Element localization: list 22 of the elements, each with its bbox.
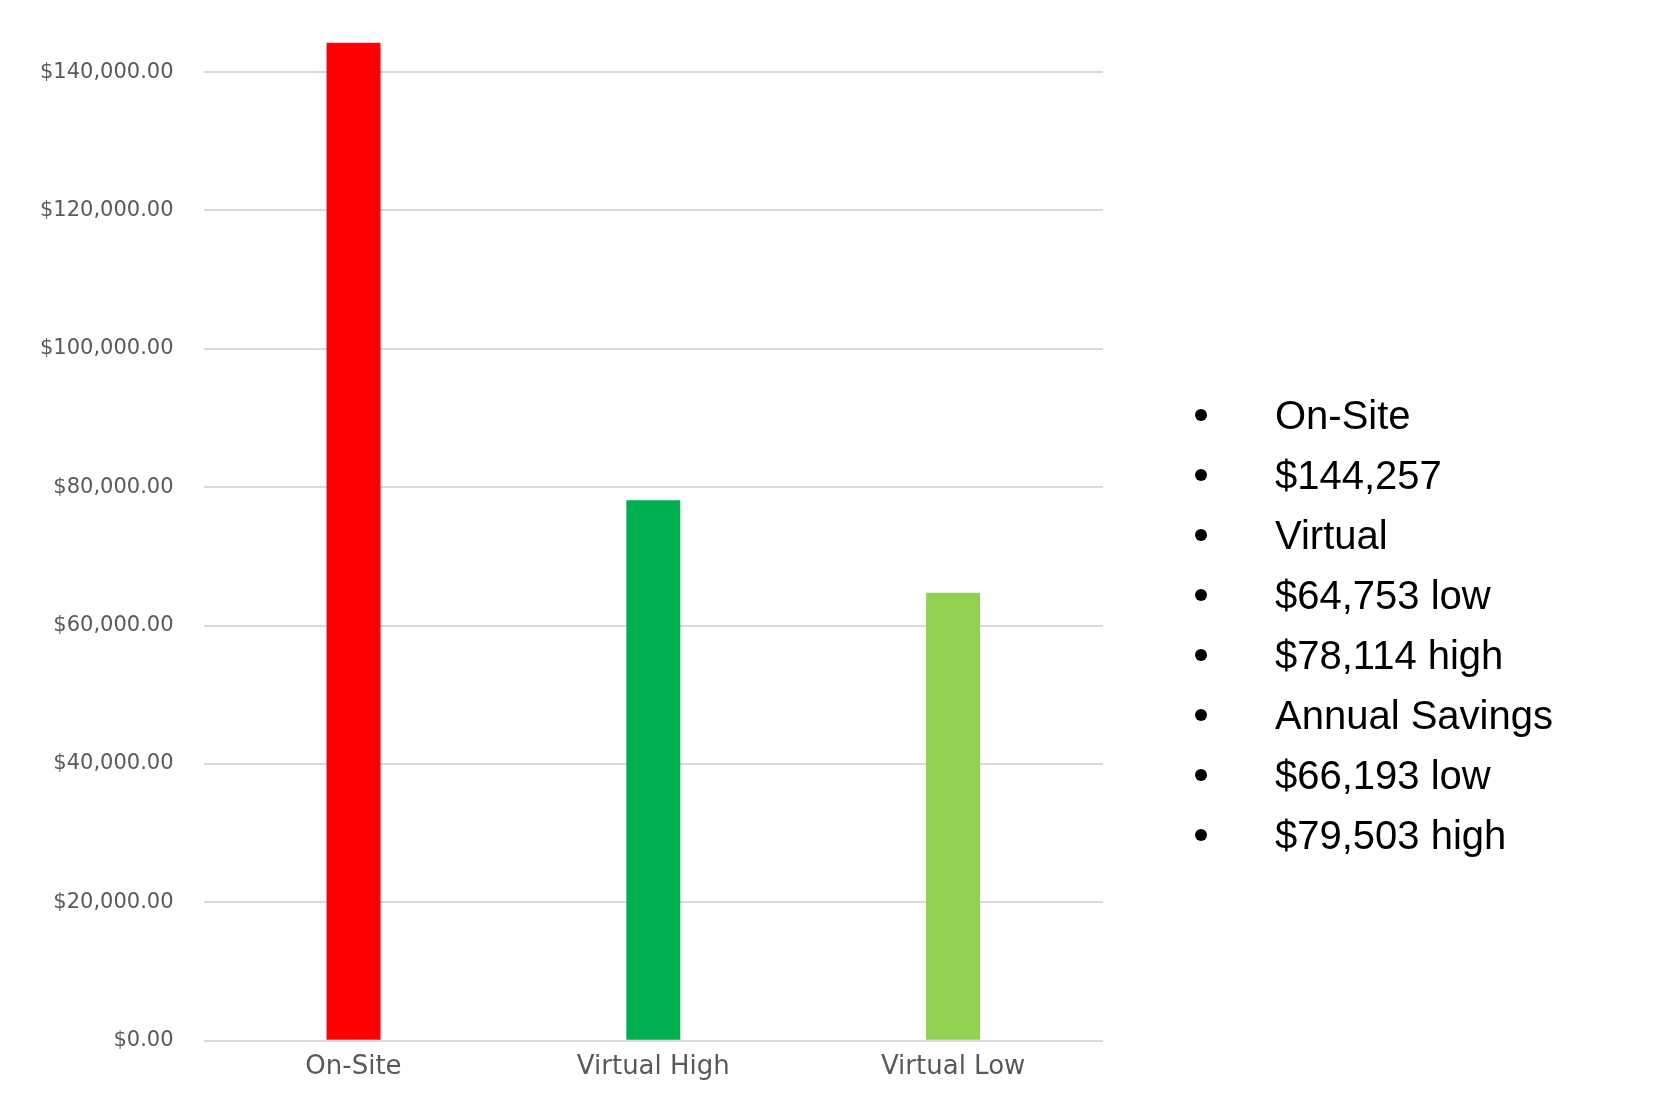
y-tick-label: $60,000.00 [53, 612, 174, 637]
x-tick-label: On-Site [305, 1050, 402, 1081]
text: $79,503 high [1275, 812, 1507, 859]
text: $144,257 [1275, 452, 1442, 499]
bar [926, 592, 981, 1040]
text: On-Site [1275, 392, 1411, 439]
y-tick-label: $140,000.00 [39, 58, 174, 83]
text: Annual Savings [1275, 692, 1553, 739]
y-tick-label: $40,000.00 [53, 750, 174, 775]
y-tick-label: $120,000.00 [39, 196, 174, 221]
text: Virtual [1275, 512, 1388, 559]
y-tick-label: $0.00 [113, 1027, 174, 1052]
y-tick-label: $20,000.00 [53, 888, 174, 913]
bar [626, 500, 681, 1040]
x-tick-label: Virtual Low [880, 1050, 1026, 1081]
y-tick-label: $100,000.00 [39, 335, 174, 360]
bar [326, 42, 381, 1040]
text: $78,114 high [1275, 632, 1504, 679]
text: $66,193 low [1275, 752, 1491, 799]
text: $64,753 low [1275, 572, 1491, 619]
x-tick-label: Virtual High [576, 1050, 730, 1081]
y-tick-label: $80,000.00 [53, 473, 174, 498]
